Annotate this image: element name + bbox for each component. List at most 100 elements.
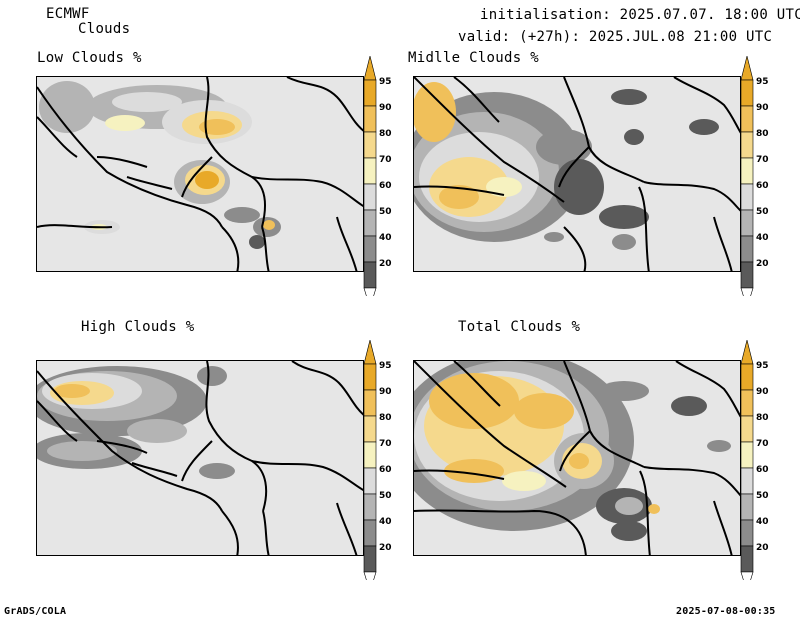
colorbar-label: 95 <box>379 77 392 87</box>
colorbar-swatch <box>363 157 377 185</box>
product-label: Clouds <box>78 21 131 37</box>
panel-title-high: High Clouds % <box>81 319 195 335</box>
colorbar-label: 70 <box>379 439 392 449</box>
colorbar-swatch <box>740 441 754 469</box>
colorbar-swatch <box>740 131 754 159</box>
colorbar-label: 90 <box>756 387 769 397</box>
colorbar-label: 60 <box>756 181 769 191</box>
borders-middle <box>414 77 740 271</box>
colorbar-label: 90 <box>379 103 392 113</box>
panel-title-middle: Midlle Clouds % <box>408 50 539 66</box>
colorbar-label: 95 <box>756 361 769 371</box>
colorbar-swatch <box>363 235 377 263</box>
colorbar-label: 20 <box>379 543 392 553</box>
cloud-field-high <box>37 366 235 479</box>
colorbar-middle: 95 90 80 70 60 50 40 20 <box>737 56 777 296</box>
colorbar-swatch <box>740 183 754 211</box>
colorbar-label: 90 <box>756 103 769 113</box>
colorbar-label: 60 <box>379 465 392 475</box>
colorbar-swatch <box>363 131 377 159</box>
colorbar-arrow-bottom <box>363 571 377 580</box>
colorbar-label: 40 <box>379 233 392 243</box>
footer-software: GrADS/COLA <box>4 606 67 617</box>
colorbar-label: 60 <box>756 465 769 475</box>
colorbar-swatch <box>740 389 754 417</box>
colorbar-label: 80 <box>379 413 392 423</box>
colorbar-label: 70 <box>756 439 769 449</box>
colorbar-arrow-top <box>740 340 754 365</box>
colorbar-swatch <box>363 79 377 107</box>
colorbar-high: 95 90 80 70 60 50 40 20 <box>360 340 400 580</box>
colorbar-arrow-bottom <box>740 287 754 296</box>
colorbar-swatch <box>740 79 754 107</box>
colorbar-swatch <box>363 519 377 547</box>
footer-timestamp: 2025-07-08-00:35 <box>676 606 776 617</box>
colorbar-swatch <box>740 105 754 133</box>
colorbar-swatch <box>363 363 377 391</box>
colorbar-label: 70 <box>756 155 769 165</box>
colorbar-arrow-bottom <box>740 571 754 580</box>
colorbar-swatch <box>363 209 377 237</box>
cloud-field-low <box>39 81 281 249</box>
init-time: initialisation: 2025.07.07. 18:00 UTC <box>480 7 800 23</box>
colorbar-label: 95 <box>756 77 769 87</box>
colorbar-label: 40 <box>756 517 769 527</box>
colorbar-label: 40 <box>379 517 392 527</box>
colorbar-label: 20 <box>756 259 769 269</box>
colorbar-swatch <box>363 493 377 521</box>
borders-total <box>414 361 740 555</box>
colorbar-label: 80 <box>756 413 769 423</box>
colorbar-label: 20 <box>379 259 392 269</box>
colorbar-label: 20 <box>756 543 769 553</box>
colorbar-swatch <box>740 415 754 443</box>
colorbar-swatch <box>363 105 377 133</box>
colorbar-swatch <box>740 363 754 391</box>
map-panel-low <box>36 76 364 272</box>
colorbar-swatch <box>740 235 754 263</box>
map-svg-middle <box>414 77 740 271</box>
colorbar-swatch <box>363 545 377 573</box>
colorbar-label: 40 <box>756 233 769 243</box>
map-svg-high <box>37 361 363 555</box>
colorbar-label: 80 <box>379 129 392 139</box>
colorbar-label: 50 <box>379 491 392 501</box>
colorbar-label: 70 <box>379 155 392 165</box>
colorbar-swatch <box>363 415 377 443</box>
colorbar-swatch <box>363 183 377 211</box>
colorbar-label: 50 <box>379 207 392 217</box>
colorbar-label: 95 <box>379 361 392 371</box>
colorbar-swatch <box>740 261 754 289</box>
colorbar-swatch <box>363 467 377 495</box>
colorbar-swatch <box>740 209 754 237</box>
panel-title-total: Total Clouds % <box>458 319 581 335</box>
panel-title-low: Low Clouds % <box>37 50 142 66</box>
colorbar-swatch <box>363 389 377 417</box>
colorbar-arrow-bottom <box>363 287 377 296</box>
colorbar-label: 50 <box>756 207 769 217</box>
colorbar-swatch <box>740 157 754 185</box>
model-label: ECMWF <box>46 6 90 22</box>
map-svg-low <box>37 77 363 271</box>
colorbar-label: 90 <box>379 387 392 397</box>
colorbar-low: 95 90 80 70 60 50 40 20 <box>360 56 400 296</box>
map-panel-high <box>36 360 364 556</box>
colorbar-swatch <box>363 261 377 289</box>
colorbar-arrow-top <box>740 56 754 81</box>
borders-high <box>37 361 363 555</box>
cloud-field-total <box>414 361 731 541</box>
colorbar-label: 80 <box>756 129 769 139</box>
map-panel-middle <box>413 76 741 272</box>
valid-time: valid: (+27h): 2025.JUL.08 21:00 UTC <box>458 29 773 45</box>
colorbar-swatch <box>740 467 754 495</box>
colorbar-label: 60 <box>379 181 392 191</box>
colorbar-arrow-top <box>363 340 377 365</box>
borders-low <box>37 77 363 271</box>
colorbar-arrow-top <box>363 56 377 81</box>
colorbar-label: 50 <box>756 491 769 501</box>
cloud-field-middle <box>414 82 719 250</box>
colorbar-swatch <box>363 441 377 469</box>
map-svg-total <box>414 361 740 555</box>
colorbar-swatch <box>740 493 754 521</box>
map-panel-total <box>413 360 741 556</box>
colorbar-swatch <box>740 519 754 547</box>
